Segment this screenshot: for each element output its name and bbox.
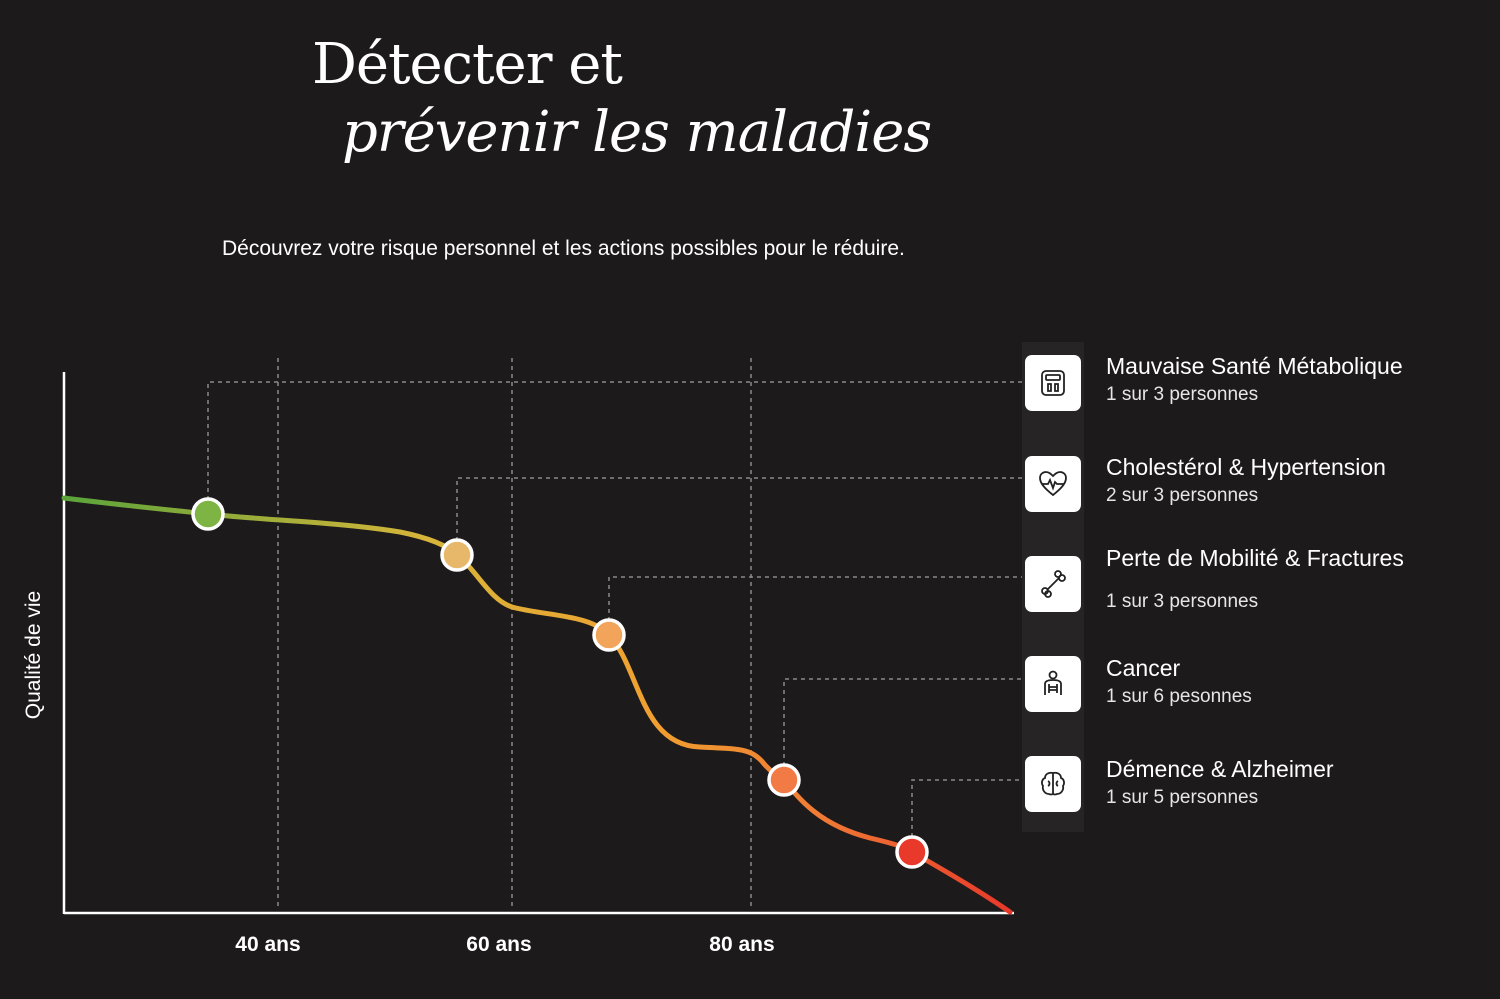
leader-line-5: [911, 779, 1022, 837]
scale-icon: [1025, 355, 1081, 411]
disease-stat: 1 sur 5 personnes: [1106, 787, 1259, 808]
disease-stat: 1 sur 6 pesonnes: [1106, 686, 1252, 707]
heart-pulse-icon: [1025, 456, 1081, 512]
marker-metabolic: [191, 497, 225, 531]
disease-stat: 2 sur 3 personnes: [1106, 485, 1259, 506]
disease-item: Cancer 1 sur 6 pesonnes: [1106, 653, 1252, 711]
marker-mobility: [592, 618, 626, 652]
disease-name: Cancer: [1106, 655, 1181, 681]
disease-item: Démence & Alzheimer 1 sur 5 personnes: [1106, 754, 1334, 812]
leader-lines: [207, 381, 1022, 837]
y-axis-label: Qualité de vie: [22, 590, 45, 720]
vertical-gridlines: [277, 358, 752, 910]
bone-icon: [1025, 556, 1081, 612]
disease-item: Perte de Mobilité & Fractures 1 sur 3 pe…: [1106, 543, 1404, 616]
x-tick-label: 80 ans: [709, 933, 775, 956]
body-scan-icon: [1025, 656, 1081, 712]
brain-icon: [1025, 756, 1081, 812]
disease-item: Mauvaise Santé Métabolique 1 sur 3 perso…: [1106, 351, 1403, 409]
disease-item: Cholestérol & Hypertension 2 sur 3 perso…: [1106, 452, 1386, 510]
leader-line-3: [608, 576, 1022, 621]
disease-name: Perte de Mobilité & Fractures: [1106, 545, 1404, 571]
marker-cancer: [767, 763, 801, 797]
x-tick-label: 40 ans: [235, 933, 301, 956]
page-title-line-2: prévenir les maladies: [342, 100, 932, 165]
disease-stat: 1 sur 3 personnes: [1106, 591, 1259, 612]
page-subtitle: Découvrez votre risque personnel et les …: [222, 237, 905, 260]
leader-line-4: [783, 678, 1022, 766]
x-tick-label: 60 ans: [466, 933, 532, 956]
disease-name: Mauvaise Santé Métabolique: [1106, 353, 1403, 379]
page-title-line-1: Détecter et: [312, 32, 623, 97]
leader-line-2: [456, 477, 1022, 541]
markers: [191, 497, 929, 869]
disease-name: Cholestérol & Hypertension: [1106, 454, 1386, 480]
marker-dementia: [895, 835, 929, 869]
leader-line-1: [207, 381, 1022, 500]
disease-name: Démence & Alzheimer: [1106, 756, 1334, 782]
marker-cholesterol: [440, 538, 474, 572]
disease-stat: 1 sur 3 personnes: [1106, 384, 1259, 405]
quality-curve: [61, 495, 1013, 915]
